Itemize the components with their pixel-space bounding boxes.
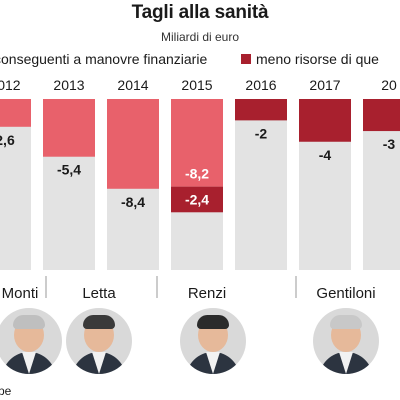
avatar-monti	[0, 308, 62, 374]
bar-manovre	[0, 99, 31, 127]
value-label-risorse: -4	[319, 147, 332, 163]
year-label: 2013	[53, 77, 84, 93]
chart-subtitle: Miliardi di euro	[160, 30, 240, 44]
value-label-manovre: -8,2	[185, 166, 209, 182]
year-label: 2016	[245, 77, 276, 93]
year-label: 2014	[117, 77, 148, 93]
year-label: 2012	[0, 77, 21, 93]
value-label-manovre: -8,4	[121, 194, 145, 210]
bar-manovre	[43, 99, 95, 157]
legend-manovre-label: conseguenti a manovre finanziarie	[0, 51, 208, 67]
year-label: 2017	[309, 77, 340, 93]
bar-manovre	[107, 99, 159, 189]
value-label-risorse: -2,4	[185, 191, 209, 207]
avatar-letta	[66, 308, 132, 374]
footnote: pe	[0, 384, 12, 398]
chart-title: Tagli alla sanità	[131, 2, 269, 23]
value-label-manovre: -5,4	[57, 162, 81, 178]
bar-manovre	[171, 99, 223, 187]
legend-risorse-label: meno risorse di que	[256, 51, 379, 67]
year-label: 2015	[181, 77, 212, 93]
bar-risorse	[299, 99, 351, 142]
bar-risorse	[363, 99, 400, 132]
value-label-risorse: -3	[383, 136, 396, 152]
pm-name-gentiloni: Gentiloni	[316, 285, 376, 302]
pm-name-monti: Monti	[1, 285, 39, 302]
bar-risorse	[171, 186, 223, 213]
bar-risorse	[235, 99, 287, 121]
avatar-renzi	[180, 308, 246, 374]
value-label-manovre: 2,6	[0, 132, 15, 148]
column-background	[0, 99, 31, 270]
pm-name-letta: Letta	[82, 285, 116, 302]
avatar-gentiloni	[313, 308, 379, 374]
column-background	[235, 99, 287, 270]
value-label-risorse: -2	[255, 125, 268, 141]
pm-name-renzi: Renzi	[187, 285, 227, 302]
year-label: 20	[381, 77, 397, 93]
legend-risorse-swatch	[241, 54, 251, 64]
